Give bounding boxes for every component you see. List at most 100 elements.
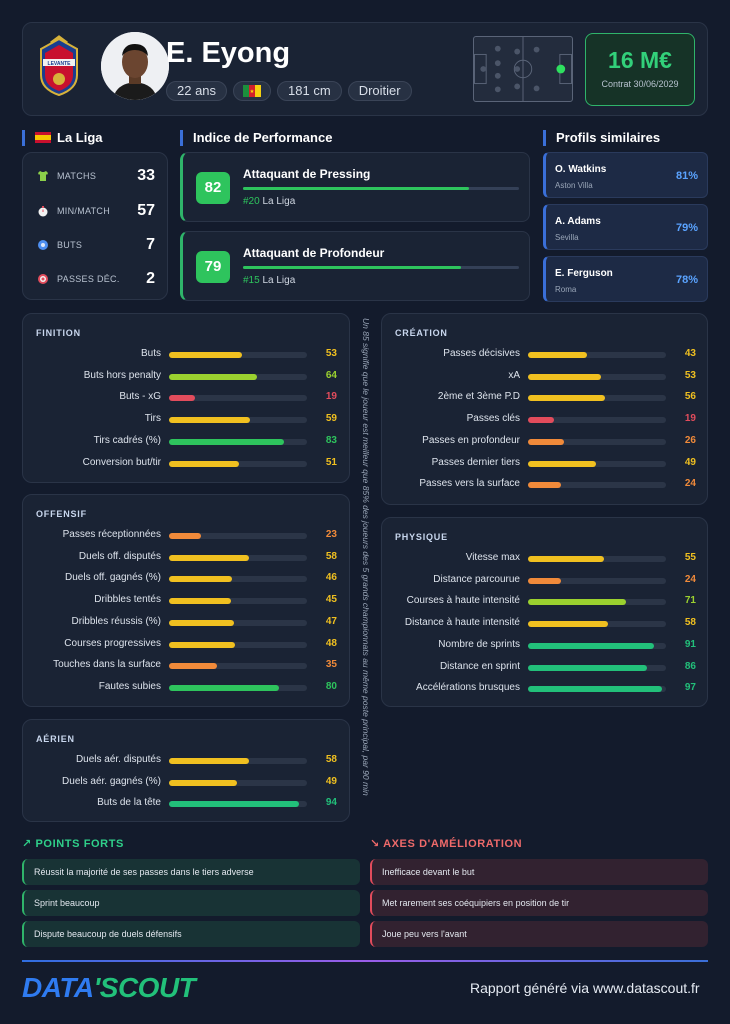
metric-value: 19	[684, 413, 696, 425]
metric-bar	[169, 758, 250, 764]
trend-down-icon: ↘	[370, 838, 380, 850]
metric-row: Duels off. disputés 58	[23, 550, 349, 566]
metric-bar	[528, 395, 606, 402]
metric-track	[169, 801, 307, 808]
metric-bar	[528, 373, 602, 380]
metric-bar	[169, 663, 218, 670]
similar-name: O. Watkins	[555, 164, 607, 175]
metric-track	[169, 779, 307, 786]
metric-track	[528, 599, 666, 606]
metric-bar	[528, 599, 626, 606]
weakness-item: Inefficace devant le but	[370, 859, 708, 885]
metric-row: Passes clés 19	[382, 412, 707, 428]
metric-bar	[528, 556, 604, 562]
league-name: La Liga	[57, 130, 103, 145]
metric-row: Dribbles réussis (%) 47	[23, 615, 349, 631]
metric-label: Passes vers la surface	[419, 478, 520, 490]
metric-label: Touches dans la surface	[53, 659, 161, 671]
height-pill: 181 cm	[277, 81, 342, 101]
metric-track	[528, 556, 666, 562]
similar-club: Sevilla	[555, 233, 579, 242]
metric-label: Duels aér. disputés	[75, 754, 161, 765]
metric-track	[528, 482, 666, 489]
metric-bar	[528, 438, 564, 445]
panel-title: OFFENSIF	[36, 509, 87, 519]
metric-row: Buts de la tête 94	[23, 796, 349, 812]
weakness-item: Joue peu vers l'avant	[370, 921, 708, 947]
metric-bar	[528, 642, 654, 649]
metric-row: Nombre de sprints 91	[382, 638, 707, 654]
performance-rank: #15 La Liga	[243, 275, 296, 286]
metric-value: 97	[684, 682, 696, 694]
datascout-logo[interactable]: DATA'SCOUT	[22, 972, 196, 1003]
metric-bar	[169, 373, 258, 380]
similar-name: A. Adams	[555, 216, 601, 227]
performance-item: 79 Attaquant de Profondeur #15 La Liga	[180, 231, 530, 301]
metric-value: 47	[325, 615, 337, 627]
similar-club: Aston Villa	[555, 181, 593, 190]
metric-track	[169, 373, 307, 380]
metric-row: Duels aér. disputés 58	[23, 753, 349, 769]
metric-label: Passes clés	[466, 413, 520, 425]
similar-profile-card[interactable]: A. Adams Sevilla 79%	[543, 204, 708, 250]
metric-label: 2ème et 3ème P.D	[437, 391, 520, 403]
aerien-panel: AÉRIEN Duels aér. disputés 58 Duels aér. g…	[22, 719, 350, 822]
metric-label: Dribbles tentés	[94, 594, 161, 606]
market-value-card: 16 M€ Contrat 30/06/2029	[585, 33, 695, 106]
metric-track	[169, 758, 307, 764]
metric-bar	[169, 460, 240, 467]
finition-panel: FINITION Buts 53 Buts hors penalty 64 Buts -…	[22, 313, 350, 483]
metric-value: 48	[325, 637, 337, 649]
metric-label: Tirs cadrés (%)	[93, 434, 161, 446]
strengths-title: ↗ POINTS FORTS	[22, 838, 124, 850]
metric-row: Passes dernier tiers 49	[382, 456, 707, 472]
similar-profile-card[interactable]: O. Watkins Aston Villa 81%	[543, 152, 708, 198]
metric-bar	[528, 352, 588, 358]
performance-bar	[243, 187, 519, 190]
metric-row: Passes décisives 43	[382, 347, 707, 363]
metric-value: 49	[684, 456, 696, 468]
metric-bar	[528, 664, 647, 671]
metric-label: Passes en profondeur	[422, 434, 520, 446]
metric-value: 46	[325, 572, 337, 584]
player-info-pills: 22 ans 181 cm Droitier	[166, 81, 412, 101]
metric-bar	[528, 460, 596, 467]
percentile-note: Un 85 signifie que le joueur est meilleu…	[361, 318, 371, 796]
metric-row: Courses progressives 48	[23, 637, 349, 653]
metric-value: 86	[684, 660, 696, 672]
metric-bar	[528, 577, 562, 584]
metric-label: Passes décisives	[443, 348, 520, 359]
metric-row: Passes en profondeur 26	[382, 434, 707, 450]
metric-value: 91	[684, 638, 696, 650]
metric-row: Duels aér. gagnés (%) 49	[23, 775, 349, 791]
metric-track	[169, 533, 307, 539]
metric-label: Nombre de sprints	[438, 638, 520, 650]
similar-profile-card[interactable]: E. Ferguson Roma 78%	[543, 256, 708, 302]
trend-up-icon: ↗	[22, 838, 32, 850]
metric-label: Buts de la tête	[97, 797, 161, 809]
metric-value: 58	[325, 550, 337, 562]
ball-icon	[38, 240, 48, 250]
metric-track	[528, 664, 666, 671]
panel-title: PHYSIQUE	[395, 532, 448, 542]
metric-value: 56	[684, 391, 696, 403]
strength-item: Sprint beaucoup	[22, 890, 360, 916]
metric-value: 24	[684, 478, 696, 490]
metric-track	[528, 352, 666, 358]
metric-bar	[169, 417, 251, 424]
performance-bar	[243, 266, 519, 269]
performance-title: Indice de Performance	[180, 130, 332, 146]
metric-bar	[169, 801, 299, 808]
metric-track	[169, 663, 307, 670]
metric-value: 94	[325, 797, 337, 809]
metric-label: Courses à haute intensité	[406, 595, 520, 607]
metric-value: 55	[684, 552, 696, 563]
metric-row: Tirs 59	[23, 412, 349, 428]
metric-row: Passes réceptionnées 23	[23, 528, 349, 544]
creation-panel: CRÉATION Passes décisives 43 xA 53 2ème et 3…	[381, 313, 708, 505]
metric-value: 35	[325, 659, 337, 671]
metric-row: Buts hors penalty 64	[23, 369, 349, 385]
metric-row: xA 53	[382, 369, 707, 385]
metric-track	[169, 554, 307, 561]
metric-row: Accélérations brusques 97	[382, 681, 707, 697]
